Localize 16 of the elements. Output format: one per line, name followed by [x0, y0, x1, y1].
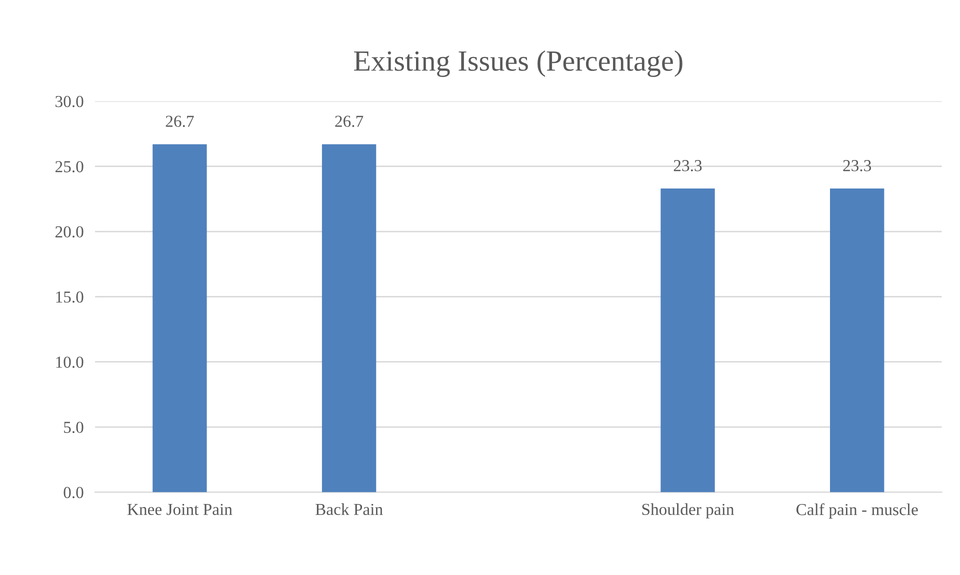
data-label: 23.3 [674, 160, 702, 172]
chart-title: Existing Issues (Percentage) [354, 50, 682, 77]
y-tick-label: 30.0 [56, 96, 84, 108]
data-label: 23.3 [843, 160, 872, 172]
x-tick-label: Shoulder pain [642, 503, 734, 518]
x-tick-label: Knee Joint Pain [127, 504, 232, 516]
y-tick-label: 25.0 [55, 161, 84, 172]
y-tick-label: 10.0 [56, 356, 84, 368]
x-tick-label: Calf pain - muscle [796, 503, 918, 519]
y-tick-label: 15.0 [56, 291, 84, 303]
y-tick-label: 0.0 [64, 486, 84, 498]
y-tick-label: 5.0 [64, 422, 84, 434]
data-label: 26.7 [335, 116, 364, 128]
x-tick-label: Back Pain [316, 503, 383, 516]
data-label: 26.7 [166, 116, 194, 128]
y-tick-label: 20.0 [55, 226, 84, 238]
